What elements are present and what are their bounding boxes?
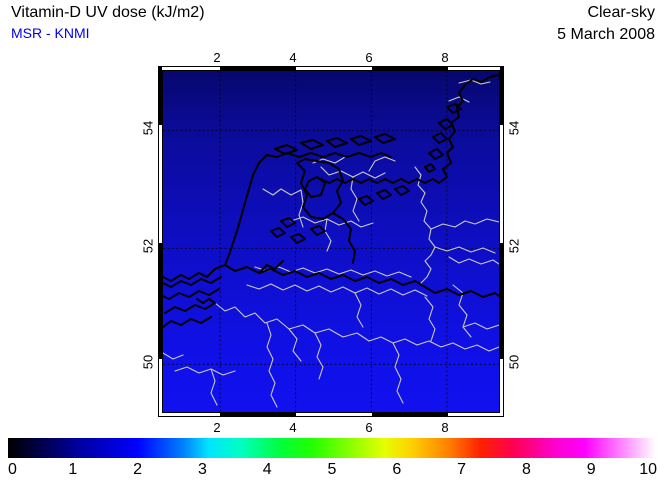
- map-frame-inner-top: [163, 70, 499, 71]
- map-xtick-bottom-2: 2: [213, 420, 221, 435]
- colorbar-tick-6: 6: [392, 461, 402, 478]
- page-title: Vitamin-D UV dose (kJ/m2): [11, 4, 205, 21]
- map-xtick-top-6: 6: [365, 50, 373, 65]
- colorbar-tick-7: 7: [457, 461, 467, 478]
- map-frame-seg-left-1: [159, 67, 162, 125]
- colorbar: [8, 438, 656, 458]
- map-frame-left-line: [158, 66, 159, 417]
- map-frame-seg-right-2: [500, 243, 503, 359]
- map-frame-band-bottom: [159, 413, 503, 416]
- map-panel: 2 4 6 8 2 4 6 8 54 52 50 54 52 50: [141, 51, 522, 434]
- map-xtick-bottom-6: 6: [365, 420, 373, 435]
- map-ytick-right-52: 52: [506, 238, 522, 254]
- map-graticule-layer: [163, 71, 499, 412]
- map-geography-layer: [163, 74, 499, 408]
- map-ytick-left-54: 54: [140, 120, 156, 136]
- date-label: 5 March 2008: [557, 26, 655, 43]
- map-xtick-top-8: 8: [441, 50, 449, 65]
- map-xtick-top-2: 2: [213, 50, 221, 65]
- map-frame-top-line: [158, 66, 504, 67]
- border-lines: [163, 79, 499, 408]
- colorbar-tick-0: 0: [8, 461, 17, 478]
- map-frame-seg-bot-1: [220, 413, 296, 416]
- colorbar-tick-2: 2: [133, 461, 143, 478]
- map-ytick-right-50: 50: [506, 354, 522, 370]
- colorbar-tick-9: 9: [586, 461, 596, 478]
- coastline-lines: [163, 74, 499, 328]
- colorbar-tick-4: 4: [262, 461, 272, 478]
- map-xtick-bottom-8: 8: [441, 420, 449, 435]
- map-frame-bottom-line: [158, 416, 504, 417]
- map-xtick-bottom-4: 4: [289, 420, 297, 435]
- colorbar-tick-10: 10: [639, 461, 657, 478]
- map-frame-band-right: [500, 67, 503, 416]
- sky-condition-label: Clear-sky: [587, 4, 655, 21]
- map-ytick-left-52: 52: [140, 238, 156, 254]
- colorbar-tick-8: 8: [521, 461, 531, 478]
- map-plot-area: [163, 71, 499, 412]
- map-ytick-left-50: 50: [140, 354, 156, 370]
- map-frame-band-left: [159, 67, 162, 416]
- map-frame-seg-top-2: [372, 67, 448, 70]
- map-ytick-right-54: 54: [506, 120, 522, 136]
- colorbar-tick-5: 5: [327, 461, 337, 478]
- map-frame-inner-bottom: [163, 412, 499, 413]
- colorbar-tick-3: 3: [197, 461, 207, 478]
- colorbar-gradient: [8, 438, 656, 458]
- map-frame-inner-right: [499, 70, 500, 413]
- map-frame-seg-top-1: [220, 67, 296, 70]
- colorbar-tick-1: 1: [68, 461, 78, 478]
- map-frame-right-line: [503, 66, 504, 417]
- map-xtick-top-4: 4: [289, 50, 297, 65]
- map-frame-inner-left: [162, 70, 163, 413]
- map-frame-band-top: [159, 67, 503, 70]
- map-frame-seg-right-1: [500, 67, 503, 125]
- map-frame-seg-left-2: [159, 243, 162, 359]
- map-frame-seg-bot-2: [372, 413, 448, 416]
- data-source-label: MSR - KNMI: [11, 25, 90, 41]
